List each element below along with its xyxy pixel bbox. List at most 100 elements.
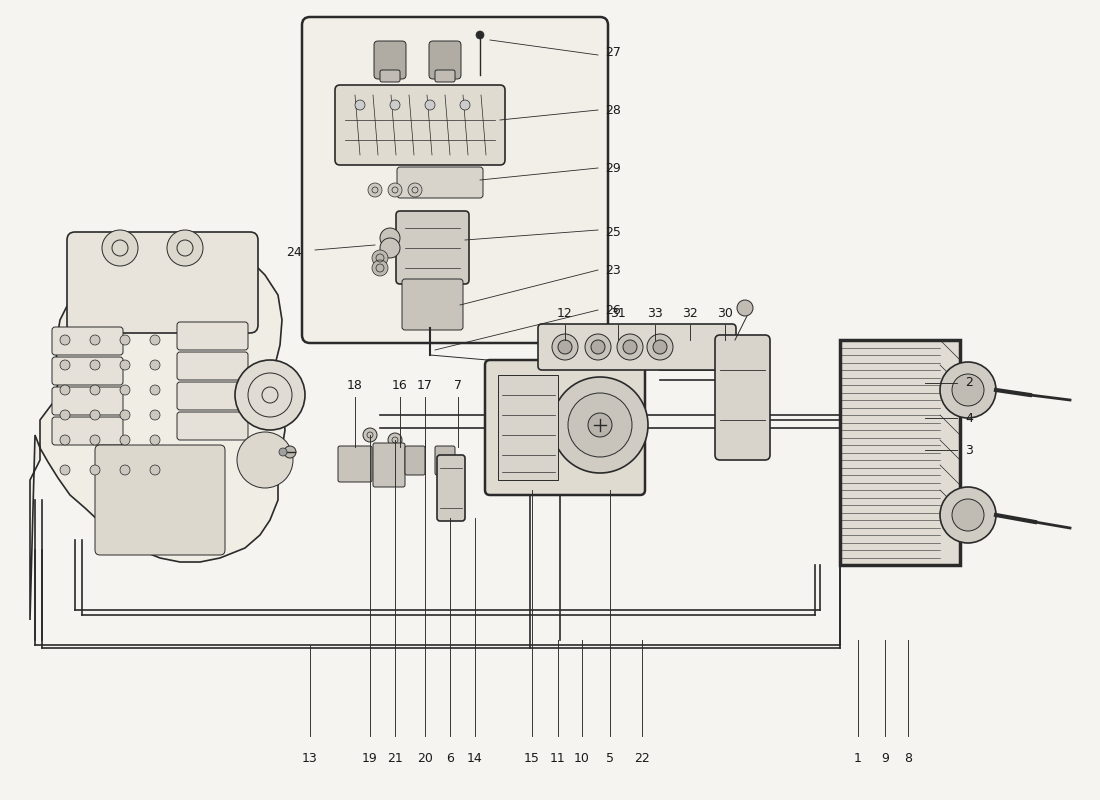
Circle shape — [150, 335, 160, 345]
FancyBboxPatch shape — [434, 446, 455, 475]
Circle shape — [585, 334, 611, 360]
Text: 22: 22 — [634, 752, 650, 765]
Text: 30: 30 — [717, 307, 733, 320]
Circle shape — [591, 340, 605, 354]
FancyBboxPatch shape — [434, 70, 455, 82]
FancyBboxPatch shape — [485, 360, 645, 495]
Text: 23: 23 — [605, 263, 620, 277]
Circle shape — [90, 435, 100, 445]
Text: 28: 28 — [605, 103, 620, 117]
Circle shape — [90, 335, 100, 345]
FancyBboxPatch shape — [177, 352, 248, 380]
Circle shape — [408, 183, 422, 197]
Text: 15: 15 — [524, 752, 540, 765]
Circle shape — [236, 432, 293, 488]
Text: 14: 14 — [468, 752, 483, 765]
Circle shape — [363, 428, 377, 442]
Text: 2: 2 — [965, 377, 972, 390]
Circle shape — [90, 360, 100, 370]
Text: 20: 20 — [417, 752, 433, 765]
Circle shape — [952, 374, 984, 406]
Circle shape — [120, 435, 130, 445]
Circle shape — [388, 183, 401, 197]
Polygon shape — [30, 238, 285, 620]
Text: 26: 26 — [605, 303, 620, 317]
Text: 32: 32 — [682, 307, 697, 320]
Circle shape — [940, 487, 996, 543]
Text: 33: 33 — [647, 307, 663, 320]
FancyBboxPatch shape — [95, 445, 226, 555]
Text: 21: 21 — [387, 752, 403, 765]
Text: 18: 18 — [348, 379, 363, 392]
Circle shape — [90, 410, 100, 420]
Circle shape — [120, 335, 130, 345]
Circle shape — [588, 413, 612, 437]
FancyBboxPatch shape — [715, 335, 770, 460]
FancyBboxPatch shape — [52, 357, 123, 385]
Text: 3: 3 — [965, 443, 972, 457]
Circle shape — [60, 465, 70, 475]
Circle shape — [558, 340, 572, 354]
Circle shape — [60, 435, 70, 445]
FancyBboxPatch shape — [374, 41, 406, 79]
Circle shape — [390, 100, 400, 110]
Circle shape — [150, 360, 160, 370]
Text: 11: 11 — [550, 752, 565, 765]
FancyBboxPatch shape — [538, 324, 736, 370]
Circle shape — [617, 334, 643, 360]
Text: 19: 19 — [362, 752, 378, 765]
FancyBboxPatch shape — [373, 443, 405, 487]
Text: 31: 31 — [610, 307, 626, 320]
Text: 10: 10 — [574, 752, 590, 765]
FancyBboxPatch shape — [402, 279, 463, 330]
Text: 8: 8 — [904, 752, 912, 765]
FancyBboxPatch shape — [52, 327, 123, 355]
Text: 9: 9 — [881, 752, 889, 765]
FancyBboxPatch shape — [405, 446, 425, 475]
Circle shape — [150, 435, 160, 445]
Circle shape — [425, 100, 435, 110]
FancyBboxPatch shape — [177, 322, 248, 350]
Bar — [498, 375, 558, 480]
Bar — [840, 340, 960, 565]
Circle shape — [120, 410, 130, 420]
Text: 4: 4 — [965, 411, 972, 425]
Circle shape — [284, 446, 296, 458]
Circle shape — [368, 183, 382, 197]
Text: 25: 25 — [605, 226, 620, 238]
Circle shape — [952, 499, 984, 531]
Circle shape — [120, 385, 130, 395]
Circle shape — [235, 360, 305, 430]
Circle shape — [568, 393, 632, 457]
FancyBboxPatch shape — [52, 417, 123, 445]
FancyBboxPatch shape — [396, 211, 469, 284]
Circle shape — [150, 410, 160, 420]
Text: 16: 16 — [392, 379, 408, 392]
Circle shape — [60, 410, 70, 420]
Circle shape — [60, 360, 70, 370]
FancyBboxPatch shape — [177, 382, 248, 410]
Text: 29: 29 — [605, 162, 620, 174]
FancyBboxPatch shape — [302, 17, 608, 343]
FancyBboxPatch shape — [338, 446, 372, 482]
Circle shape — [372, 250, 388, 266]
Circle shape — [552, 377, 648, 473]
Text: 13: 13 — [302, 752, 318, 765]
Circle shape — [355, 100, 365, 110]
Text: 1: 1 — [854, 752, 862, 765]
FancyBboxPatch shape — [336, 85, 505, 165]
Circle shape — [653, 340, 667, 354]
Circle shape — [90, 465, 100, 475]
Circle shape — [476, 31, 484, 39]
FancyBboxPatch shape — [397, 167, 483, 198]
Circle shape — [60, 385, 70, 395]
Text: 5: 5 — [606, 752, 614, 765]
Circle shape — [102, 230, 138, 266]
Text: 17: 17 — [417, 379, 433, 392]
Circle shape — [379, 238, 400, 258]
Circle shape — [60, 335, 70, 345]
Circle shape — [150, 465, 160, 475]
Circle shape — [279, 448, 287, 456]
Circle shape — [150, 385, 160, 395]
Circle shape — [90, 385, 100, 395]
